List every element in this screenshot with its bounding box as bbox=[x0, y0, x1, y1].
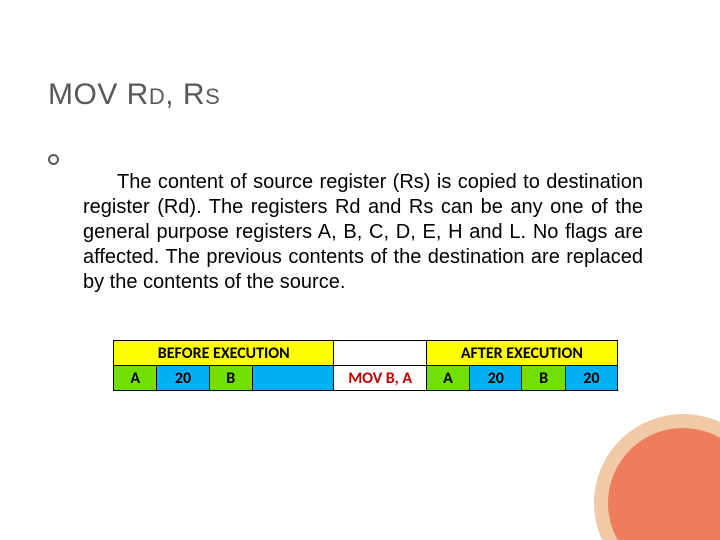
header-gap bbox=[334, 341, 426, 366]
before-reg1-name: A bbox=[114, 366, 157, 391]
header-after: AFTER EXECUTION bbox=[426, 341, 617, 366]
title-prefix: MOV R bbox=[48, 78, 149, 111]
after-reg1-val: 20 bbox=[470, 366, 522, 391]
table-data-row: A 20 B MOV B, A A 20 B 20 bbox=[114, 366, 618, 391]
header-before: BEFORE EXECUTION bbox=[114, 341, 334, 366]
before-reg2-name: B bbox=[209, 366, 252, 391]
bullet-icon bbox=[48, 154, 59, 165]
execution-table: BEFORE EXECUTION AFTER EXECUTION A 20 B … bbox=[113, 340, 618, 391]
after-reg2-name: B bbox=[522, 366, 565, 391]
after-reg1-name: A bbox=[426, 366, 469, 391]
table-header-row: BEFORE EXECUTION AFTER EXECUTION bbox=[114, 341, 618, 366]
slide: MOV RD, RS The content of source registe… bbox=[0, 0, 720, 540]
body-paragraph: The content of source register (Rs) is c… bbox=[83, 170, 643, 295]
corner-accent-circle bbox=[594, 414, 720, 540]
after-reg2-val: 20 bbox=[565, 366, 617, 391]
instruction-cell: MOV B, A bbox=[334, 366, 426, 391]
before-reg2-val bbox=[253, 366, 334, 391]
before-reg1-val: 20 bbox=[157, 366, 209, 391]
slide-title: MOV RD, RS bbox=[48, 78, 220, 112]
title-sub2: S bbox=[205, 84, 220, 109]
title-mid: , R bbox=[165, 78, 205, 111]
body-block: The content of source register (Rs) is c… bbox=[48, 150, 643, 315]
register-table: BEFORE EXECUTION AFTER EXECUTION A 20 B … bbox=[113, 340, 618, 391]
title-sub1: D bbox=[149, 84, 165, 109]
